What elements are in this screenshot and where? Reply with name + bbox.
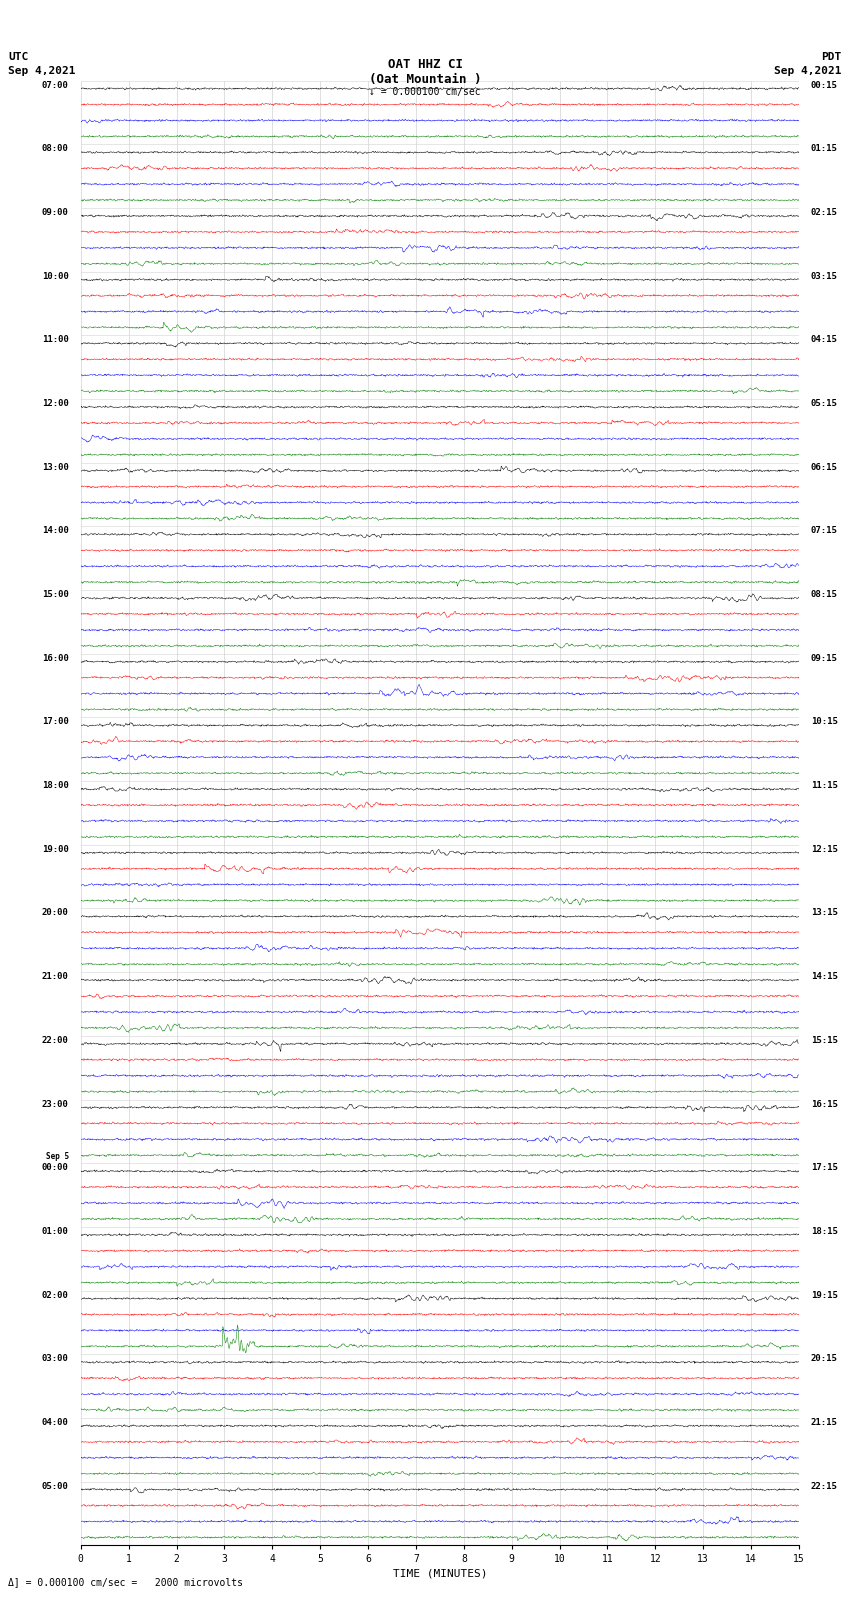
Text: 16:15: 16:15 bbox=[811, 1100, 838, 1108]
Text: ↓ = 0.000100 cm/sec: ↓ = 0.000100 cm/sec bbox=[369, 87, 481, 97]
Text: 10:00: 10:00 bbox=[42, 271, 69, 281]
Text: 17:00: 17:00 bbox=[42, 718, 69, 726]
Text: 10:15: 10:15 bbox=[811, 718, 838, 726]
Text: 06:15: 06:15 bbox=[811, 463, 838, 471]
Text: 09:00: 09:00 bbox=[42, 208, 69, 218]
Text: 16:00: 16:00 bbox=[42, 653, 69, 663]
Text: 00:15: 00:15 bbox=[811, 81, 838, 90]
Text: Sep 4,2021: Sep 4,2021 bbox=[8, 66, 76, 76]
Text: UTC: UTC bbox=[8, 52, 29, 61]
Text: 07:15: 07:15 bbox=[811, 526, 838, 536]
Text: 02:00: 02:00 bbox=[42, 1290, 69, 1300]
Text: 09:15: 09:15 bbox=[811, 653, 838, 663]
Text: 11:15: 11:15 bbox=[811, 781, 838, 790]
Text: 23:00: 23:00 bbox=[42, 1100, 69, 1108]
Text: 01:00: 01:00 bbox=[42, 1227, 69, 1236]
Text: Sep 5: Sep 5 bbox=[46, 1152, 69, 1161]
Text: 07:00: 07:00 bbox=[42, 81, 69, 90]
Text: 08:15: 08:15 bbox=[811, 590, 838, 598]
Text: 15:15: 15:15 bbox=[811, 1036, 838, 1045]
Text: 17:15: 17:15 bbox=[811, 1163, 838, 1173]
Text: 13:00: 13:00 bbox=[42, 463, 69, 471]
Text: 15:00: 15:00 bbox=[42, 590, 69, 598]
Text: 03:00: 03:00 bbox=[42, 1355, 69, 1363]
Text: 12:15: 12:15 bbox=[811, 845, 838, 853]
Text: 05:15: 05:15 bbox=[811, 398, 838, 408]
Text: (Oat Mountain ): (Oat Mountain ) bbox=[369, 73, 481, 85]
Text: OAT HHZ CI: OAT HHZ CI bbox=[388, 58, 462, 71]
Text: 13:15: 13:15 bbox=[811, 908, 838, 918]
Text: 14:00: 14:00 bbox=[42, 526, 69, 536]
Text: 12:00: 12:00 bbox=[42, 398, 69, 408]
X-axis label: TIME (MINUTES): TIME (MINUTES) bbox=[393, 1568, 487, 1579]
Text: 21:15: 21:15 bbox=[811, 1418, 838, 1428]
Text: 19:15: 19:15 bbox=[811, 1290, 838, 1300]
Text: Δ] = 0.000100 cm/sec =   2000 microvolts: Δ] = 0.000100 cm/sec = 2000 microvolts bbox=[8, 1578, 243, 1587]
Text: 05:00: 05:00 bbox=[42, 1482, 69, 1490]
Text: 20:15: 20:15 bbox=[811, 1355, 838, 1363]
Text: 01:15: 01:15 bbox=[811, 144, 838, 153]
Text: 02:15: 02:15 bbox=[811, 208, 838, 218]
Text: 14:15: 14:15 bbox=[811, 973, 838, 981]
Text: 22:15: 22:15 bbox=[811, 1482, 838, 1490]
Text: 08:00: 08:00 bbox=[42, 144, 69, 153]
Text: 21:00: 21:00 bbox=[42, 973, 69, 981]
Text: 18:00: 18:00 bbox=[42, 781, 69, 790]
Text: 22:00: 22:00 bbox=[42, 1036, 69, 1045]
Text: 11:00: 11:00 bbox=[42, 336, 69, 344]
Text: 04:15: 04:15 bbox=[811, 336, 838, 344]
Text: 03:15: 03:15 bbox=[811, 271, 838, 281]
Text: 04:00: 04:00 bbox=[42, 1418, 69, 1428]
Text: 00:00: 00:00 bbox=[42, 1163, 69, 1173]
Text: PDT: PDT bbox=[821, 52, 842, 61]
Text: 18:15: 18:15 bbox=[811, 1227, 838, 1236]
Text: 20:00: 20:00 bbox=[42, 908, 69, 918]
Text: 19:00: 19:00 bbox=[42, 845, 69, 853]
Text: Sep 4,2021: Sep 4,2021 bbox=[774, 66, 842, 76]
